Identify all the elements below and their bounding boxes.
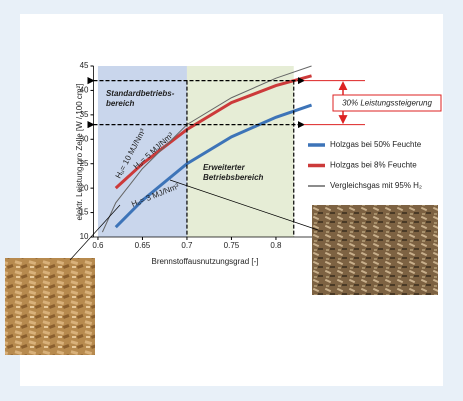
x-tick-label: 0.6: [92, 241, 104, 250]
legend-label: Holzgas bei 8% Feuchte: [330, 161, 417, 170]
region-label: Erweiterter: [203, 163, 246, 172]
legend-label: Holzgas bei 50% Feuchte: [330, 140, 422, 149]
x-axis-label: Brennstoffausnutzungsgrad [-]: [151, 257, 258, 266]
y-tick-label: 10: [80, 232, 89, 241]
x-tick-label: 0.75: [224, 241, 240, 250]
photo-wet-chips: [312, 205, 438, 295]
y-axis-label: elektr. Leistung pro Zelle [W / 100 cm²]: [75, 84, 84, 221]
x-tick-label: 0.8: [270, 241, 282, 250]
increase-label: 30% Leistungssteigerung: [342, 99, 432, 108]
region-label: bereich: [106, 99, 135, 108]
region-label: Standardbetriebs-: [106, 89, 175, 98]
legend-label: Vergleichsgas mit 95% H₂: [330, 181, 422, 190]
x-tick-label: 0.7: [181, 241, 193, 250]
region: [187, 66, 294, 237]
y-tick-label: 45: [80, 61, 89, 70]
region-label: Betriebsbereich: [203, 173, 264, 182]
photo-wood-chips: [5, 258, 95, 355]
x-tick-label: 0.65: [135, 241, 151, 250]
chart: Standardbetriebs-bereich ErweiterterBetri…: [0, 0, 463, 401]
